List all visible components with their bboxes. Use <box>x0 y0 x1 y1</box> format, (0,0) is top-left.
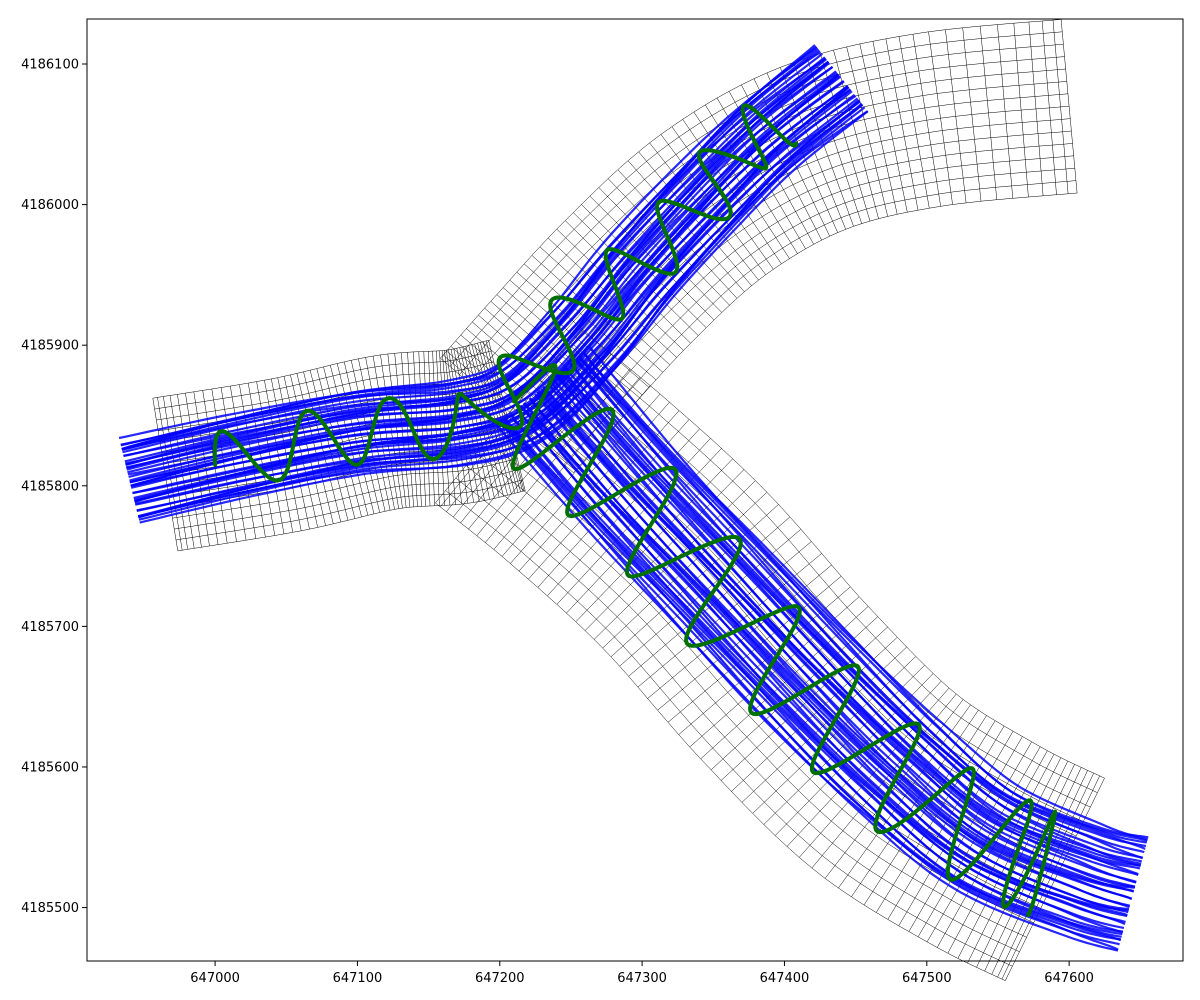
mesh-line <box>859 43 898 215</box>
y-tick-label: 4186100 <box>21 57 79 72</box>
mesh-line <box>885 38 919 211</box>
mesh-line <box>465 346 504 497</box>
mesh-line <box>898 731 1014 926</box>
y-tick-label: 4186000 <box>21 198 79 213</box>
mesh-line <box>962 27 982 202</box>
mesh-line <box>1028 21 1044 196</box>
track-line <box>554 375 1139 876</box>
mesh-line <box>323 366 362 517</box>
y-axis: 4185500 4185600 4185700 4185800 4185900 41860… <box>21 57 87 916</box>
y-tick-label: 4185600 <box>21 760 79 775</box>
mesh-line <box>763 665 925 825</box>
track-line <box>560 370 1141 868</box>
mesh-line <box>509 279 643 396</box>
track-line <box>574 359 1145 854</box>
mesh-line <box>336 363 375 514</box>
track-line <box>582 351 1149 839</box>
mesh-line <box>516 271 650 388</box>
mesh-line <box>413 351 422 507</box>
plot-frame <box>86 18 1184 962</box>
track-line <box>538 389 1135 893</box>
track-line <box>577 356 1146 850</box>
mesh-line <box>945 29 967 203</box>
mesh-line <box>531 255 664 373</box>
mesh-line <box>1013 23 1029 198</box>
survey-layer <box>212 103 1058 918</box>
survey-path <box>510 363 1058 918</box>
mesh-line <box>976 764 1075 968</box>
track-line <box>120 47 819 446</box>
track-line <box>515 408 1125 930</box>
track-line <box>509 413 1122 938</box>
mesh-line <box>660 134 766 275</box>
mesh-line <box>846 46 888 217</box>
mesh-line <box>524 263 657 381</box>
mesh-line <box>1052 20 1069 194</box>
track-line <box>502 419 1122 942</box>
mesh-line <box>979 26 998 200</box>
track-line <box>582 352 1148 844</box>
track-line <box>529 397 1130 911</box>
mesh-line <box>350 360 386 512</box>
mesh-line <box>997 24 1014 199</box>
track-line <box>118 46 818 440</box>
mesh-line <box>185 393 210 546</box>
mesh-line <box>898 36 930 209</box>
mesh-line <box>833 50 879 219</box>
y-tick-label: 4185800 <box>21 479 79 494</box>
x-tick-label: 647400 <box>760 971 810 986</box>
track-line <box>536 391 1131 907</box>
x-tick-label: 647500 <box>902 971 952 986</box>
mesh-line <box>752 656 916 814</box>
survey-path <box>212 103 798 483</box>
mesh-line <box>193 391 219 545</box>
x-tick-label: 647100 <box>333 971 383 986</box>
mesh-line <box>485 368 631 543</box>
mesh-line <box>468 345 508 496</box>
mesh-line <box>957 757 1062 959</box>
mesh-line <box>1041 20 1057 195</box>
mesh-line <box>967 760 1069 964</box>
mesh-line <box>584 469 745 631</box>
x-tick-label: 647000 <box>190 971 240 986</box>
track-line <box>589 346 1148 841</box>
mesh-line <box>330 365 369 516</box>
track-line <box>139 110 869 524</box>
x-tick-label: 647300 <box>617 971 667 986</box>
mesh-line <box>343 361 380 513</box>
mesh-line <box>423 351 431 507</box>
mesh-line <box>1060 19 1078 194</box>
x-axis: 647000 647100 647200 647300 647400 647500 6476… <box>190 961 1094 986</box>
mesh-line <box>556 228 684 351</box>
x-tick-label: 647200 <box>475 971 525 986</box>
tracks-layer <box>118 44 1149 952</box>
track-line <box>522 402 1129 912</box>
mesh-line <box>984 767 1082 972</box>
mesh-line <box>418 351 426 507</box>
track-line <box>549 380 1136 888</box>
mesh-line <box>912 34 941 207</box>
mesh-line <box>202 390 228 544</box>
track-line <box>122 53 823 454</box>
y-tick-label: 4185700 <box>21 620 79 635</box>
track-line <box>551 378 1137 883</box>
mesh-line <box>741 646 907 803</box>
mesh-line <box>928 31 953 205</box>
track-line <box>540 387 1133 900</box>
mesh-line <box>602 492 768 649</box>
y-tick-label: 4185900 <box>21 339 79 354</box>
mesh-line <box>649 142 759 281</box>
y-tick-label: 4185500 <box>21 901 79 916</box>
x-tick-label: 647600 <box>1044 971 1094 986</box>
mesh-line <box>872 41 908 213</box>
mesh-line <box>731 637 898 792</box>
mesh-line <box>720 626 888 781</box>
